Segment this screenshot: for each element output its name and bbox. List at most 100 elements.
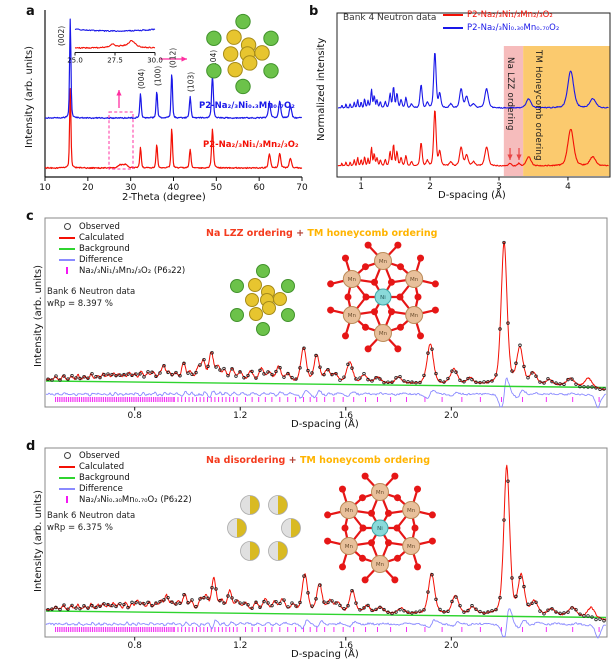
panel-d-ylabel: Intensity (arb. units) [33,489,44,592]
oxygen-atom [371,278,378,286]
bank-note: Bank 6 Neutron data [47,511,136,521]
legend-item-observed: Observed [57,221,185,232]
svg-text:3: 3 [496,182,502,192]
oxygen-atom [361,576,369,584]
svg-text:40: 40 [168,183,180,193]
mn-label: Mn [379,331,388,337]
oxygen-atom [411,524,419,532]
svg-text:1: 1 [358,182,364,192]
bragg-ticks [55,627,600,632]
panel-c-ylabel: Intensity (arb. units) [33,264,44,367]
title-na-ordering: Na LZZ ordering [206,228,293,239]
mn-atom [402,501,421,519]
mn-label: Mn [410,277,419,283]
svg-text:60: 60 [253,183,265,193]
difference-curve [45,608,606,639]
mn-label: Mn [376,490,385,496]
svg-text:4: 4 [565,182,571,192]
wrp-value: wRp = 8.397 % [47,298,113,309]
mn-label: Mn [345,508,354,514]
oxygen-atom [364,241,372,249]
oxygen-atom [344,293,352,301]
panel-d-stats: Bank 6 Neutron data wRp = 6.375 % [47,511,135,534]
observed-points [46,479,606,623]
oxygen-atom [396,293,404,301]
observed-marker-icon [63,223,71,230]
legend-item-phase: Na₂/₃Ni₁/₃Mn₂/₃O₂ (P6₃22) [57,265,185,276]
svg-text:1.2: 1.2 [233,411,247,421]
panel-b [336,12,611,181]
svg-text:70: 70 [296,183,308,193]
panel-d [44,447,608,641]
svg-text:30: 30 [125,183,137,193]
panel-label-b: b [309,4,319,19]
mn-atom [342,306,361,324]
oxygen-atom [431,306,439,314]
oxygen-atom [394,345,402,353]
oxygen-atom [397,263,404,271]
tm-honeycomb-structure [324,472,436,584]
panel-c [44,217,608,411]
oxygen-atom [393,524,401,532]
oxygen-atom [388,278,395,286]
oxygen-atom [341,254,349,262]
xrd-curve-red [44,88,303,170]
svg-text:(104): (104) [209,50,218,70]
panel-a-ylabel: Intensity (arb. units) [24,45,35,148]
panel-c-stats: Bank 6 Neutron data wRp = 8.397 % [47,287,135,310]
panel-label-c: c [26,209,34,224]
svg-text:10: 10 [39,183,51,193]
legend-item-background: Background [57,243,185,254]
title-plus: + [288,455,297,466]
oxygen-atom [388,308,395,316]
legend-item: P2-Na₂/₃Ni₀.₃₀Mn₀.₇₀O₂ [443,21,559,34]
oxygen-atom [368,509,375,517]
panel-label-d: d [26,439,36,454]
svg-text:20: 20 [82,183,94,193]
background-curve [45,610,607,619]
svg-text:25.0: 25.0 [67,57,83,65]
mn-atom [371,483,389,501]
panel-d-xlabel: D-spacing (Å) [291,649,359,660]
mn-label: Mn [407,508,416,514]
arrow [507,148,513,160]
background-line-icon [59,476,75,479]
oxygen-atom [359,494,366,502]
neutron-curve-red [337,110,609,167]
legend-item-difference: Difference [57,254,185,265]
title-tm-ordering: TM honeycomb ordering [307,228,438,239]
oxygen-atom [364,345,372,353]
oxygen-atom [428,511,436,519]
neutron-curve-blue [338,52,609,109]
panel-c-xlabel: D-spacing (Å) [291,419,359,430]
panel-a-red-series-label: P2-Na₂/₃Ni₁/₃Mn₂/₃O₂ [203,140,299,150]
oxygen-atom [359,554,366,562]
mn-label: Mn [407,544,416,550]
panel-label-a: a [26,4,35,19]
na-lzz-structure [206,13,279,95]
oxygen-atom [338,485,346,493]
panel-a-blue-series-label: P2-Na₂/₃Ni₀.₃Mn₀.₇O₂ [199,101,295,111]
blue-line-icon [443,26,463,29]
calculated-curve [45,464,607,621]
oxygen-atom [385,539,392,547]
legend-item-background: Background [57,472,192,483]
mn-atom [402,537,421,555]
arrow [160,56,187,62]
title-tm-ordering: TM honeycomb ordering [299,455,430,466]
panel-a-xlabel: 2-Theta (degree) [122,192,206,203]
oxygen-atom [417,332,425,340]
tm-honeycomb-band-label: TM Honeycomb ordering [533,50,543,161]
panel-b-xlabel: D-spacing (Å) [438,190,506,201]
ni-atom [374,288,392,306]
xrd-curve-blue [45,18,303,120]
oxygen-atom [324,511,332,519]
oxygen-atom [414,293,422,301]
oxygen-atom [341,332,349,340]
bank-note: Bank 6 Neutron data [47,287,136,297]
oxygen-atom [391,576,399,584]
svg-text:(002): (002) [57,26,66,46]
na-lzz-band [503,46,524,176]
panel-b-note: Bank 4 Neutron data [343,13,437,23]
